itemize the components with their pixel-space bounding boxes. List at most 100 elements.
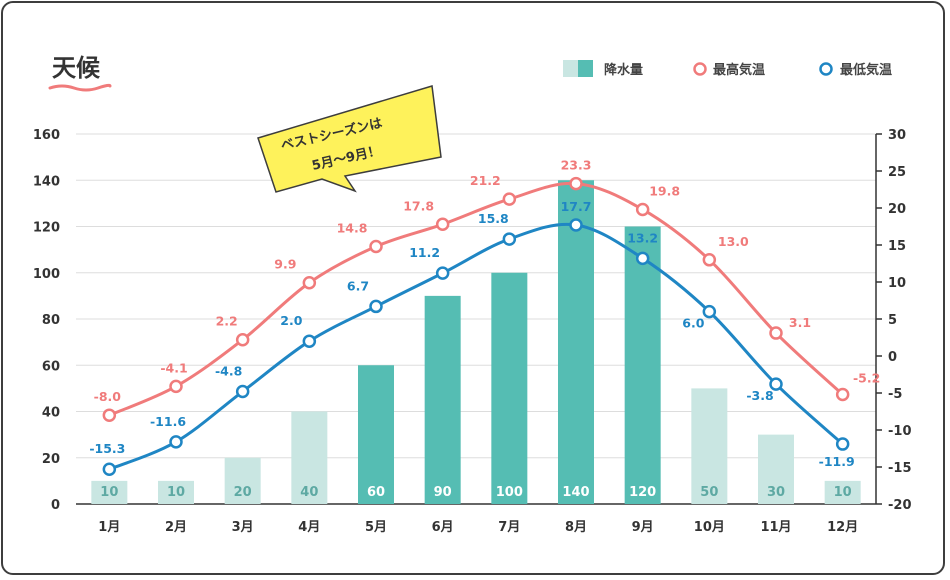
precip-bar-label: 20 <box>234 485 252 500</box>
legend-low-label: 最低気温 <box>840 62 892 78</box>
high-temp-label: 23.3 <box>561 158 592 173</box>
precip-bar <box>558 180 594 504</box>
low-temp-marker <box>369 299 383 314</box>
low-temp-label: -11.9 <box>819 454 855 469</box>
x-tick-label: 3月 <box>232 520 254 535</box>
low-temp-label: 6.7 <box>347 278 369 293</box>
high-temp-label: 21.2 <box>470 173 501 188</box>
precip-bar <box>758 434 794 504</box>
high-temp-marker <box>435 217 450 232</box>
right-tick-label: 10 <box>888 276 906 291</box>
x-tick-label: 8月 <box>565 520 587 535</box>
note-bubble <box>257 85 442 193</box>
low-temp-marker <box>835 437 850 451</box>
low-temp-series: -15.3 -11.6 -4.8 2.0 6.7 11.2 15.8 17.7 13.2 6.0 -… <box>89 199 855 476</box>
low-temp-label: -15.3 <box>89 441 125 456</box>
low-temp-label: 15.8 <box>478 211 509 226</box>
precip-bar <box>624 226 661 504</box>
high-temp-marker <box>769 326 783 340</box>
legend-precip-swatch-light <box>563 60 578 77</box>
right-tick-label: 30 <box>888 128 906 143</box>
x-tick-label: 1月 <box>98 520 120 535</box>
right-tick-label: 20 <box>888 202 906 217</box>
high-temp-marker <box>102 408 117 422</box>
high-temp-label: 13.0 <box>718 234 749 249</box>
x-tick-label: 10月 <box>694 520 725 535</box>
right-axis-ticks: -20 -15 -10 -5 0 5 10 15 20 25 30 <box>876 128 912 513</box>
left-tick-label: 20 <box>42 452 60 467</box>
right-tick-label: -5 <box>888 387 902 402</box>
legend: 降水量 最高気温 最低気温 <box>563 60 892 78</box>
high-temp-marker <box>569 176 583 191</box>
low-temp-marker <box>102 462 117 476</box>
high-temp-label: 9.9 <box>274 257 296 272</box>
precip-bar <box>358 365 394 504</box>
x-tick-label: 4月 <box>298 520 320 535</box>
precip-bar <box>91 480 128 504</box>
high-temp-marker <box>702 253 717 267</box>
left-tick-label: 0 <box>51 498 60 513</box>
low-temp-marker <box>235 384 250 399</box>
high-temp-marker <box>235 332 250 347</box>
left-tick-label: 60 <box>42 359 60 374</box>
title-underline <box>48 83 112 92</box>
high-temp-label: 14.8 <box>337 220 368 235</box>
high-temp-label: 17.8 <box>403 198 434 213</box>
low-temp-marker <box>769 377 783 391</box>
precip-bar-label: 30 <box>767 485 785 500</box>
precip-bar-label: 120 <box>629 485 656 500</box>
low-temp-marker <box>435 266 450 280</box>
x-tick-label: 6月 <box>432 520 454 535</box>
x-axis-ticks: 1月 2月 3月 4月 5月 6月 7月 8月 9月 10月 11月 12月 <box>98 520 858 535</box>
right-tick-label: 0 <box>888 350 897 365</box>
right-tick-label: 25 <box>888 165 906 180</box>
high-temp-series: -8.0 -4.1 2.2 9.9 14.8 17.8 21.2 23.3 19.8 13.0 3.… <box>94 158 880 422</box>
low-temp-label: 13.2 <box>627 230 658 245</box>
high-temp-marker <box>369 239 383 254</box>
high-temp-marker <box>635 202 650 217</box>
high-temp-marker <box>169 379 183 394</box>
left-axis-ticks: 0 20 40 60 80 100 120 140 160 <box>33 128 60 513</box>
precip-bar-label: 100 <box>496 485 523 500</box>
low-temp-marker <box>302 334 317 348</box>
gridlines <box>76 133 876 459</box>
right-tick-label: 5 <box>888 313 897 328</box>
low-temp-label: 11.2 <box>409 245 440 260</box>
precip-bar <box>224 457 261 504</box>
best-season-note: ベストシーズンは 5月〜9月！ <box>257 85 442 193</box>
precip-bar <box>824 480 861 504</box>
low-temp-label: -3.8 <box>746 388 773 403</box>
precip-bar-label: 90 <box>434 485 452 500</box>
precip-bar-label: 140 <box>562 485 589 500</box>
high-temp-marker <box>835 387 850 402</box>
low-temp-marker <box>502 232 517 246</box>
right-tick-label: 15 <box>888 239 906 254</box>
low-temp-label: -4.8 <box>215 364 242 379</box>
left-tick-label: 40 <box>42 406 60 421</box>
low-temp-line <box>108 222 844 471</box>
legend-precip-swatch-dark <box>578 60 593 77</box>
high-temp-label: 2.2 <box>216 314 238 329</box>
x-tick-label: 7月 <box>498 520 520 535</box>
left-tick-label: 80 <box>42 313 60 328</box>
precip-bar-label: 10 <box>167 485 185 500</box>
low-temp-label: 17.7 <box>561 199 592 214</box>
x-tick-label: 12月 <box>827 520 858 535</box>
high-temp-label: -8.0 <box>94 389 122 404</box>
precip-bar <box>291 411 328 504</box>
low-temp-marker <box>635 251 650 266</box>
precip-bar <box>424 295 461 504</box>
high-temp-line <box>108 181 844 417</box>
precip-bar-label: 50 <box>700 485 718 500</box>
x-tick-label: 11月 <box>760 520 791 535</box>
high-temp-label: 3.1 <box>789 315 811 330</box>
high-temp-marker <box>502 192 517 206</box>
legend-precip-label: 降水量 <box>604 62 643 78</box>
precip-bar-label: 40 <box>300 485 318 500</box>
low-temp-label: 2.0 <box>280 313 302 328</box>
precip-bar-label: 10 <box>834 485 852 500</box>
high-temp-label: 19.8 <box>649 183 680 198</box>
high-temp-label: -4.1 <box>160 360 187 375</box>
legend-high-marker <box>693 62 707 76</box>
legend-high-label: 最高気温 <box>713 62 765 78</box>
